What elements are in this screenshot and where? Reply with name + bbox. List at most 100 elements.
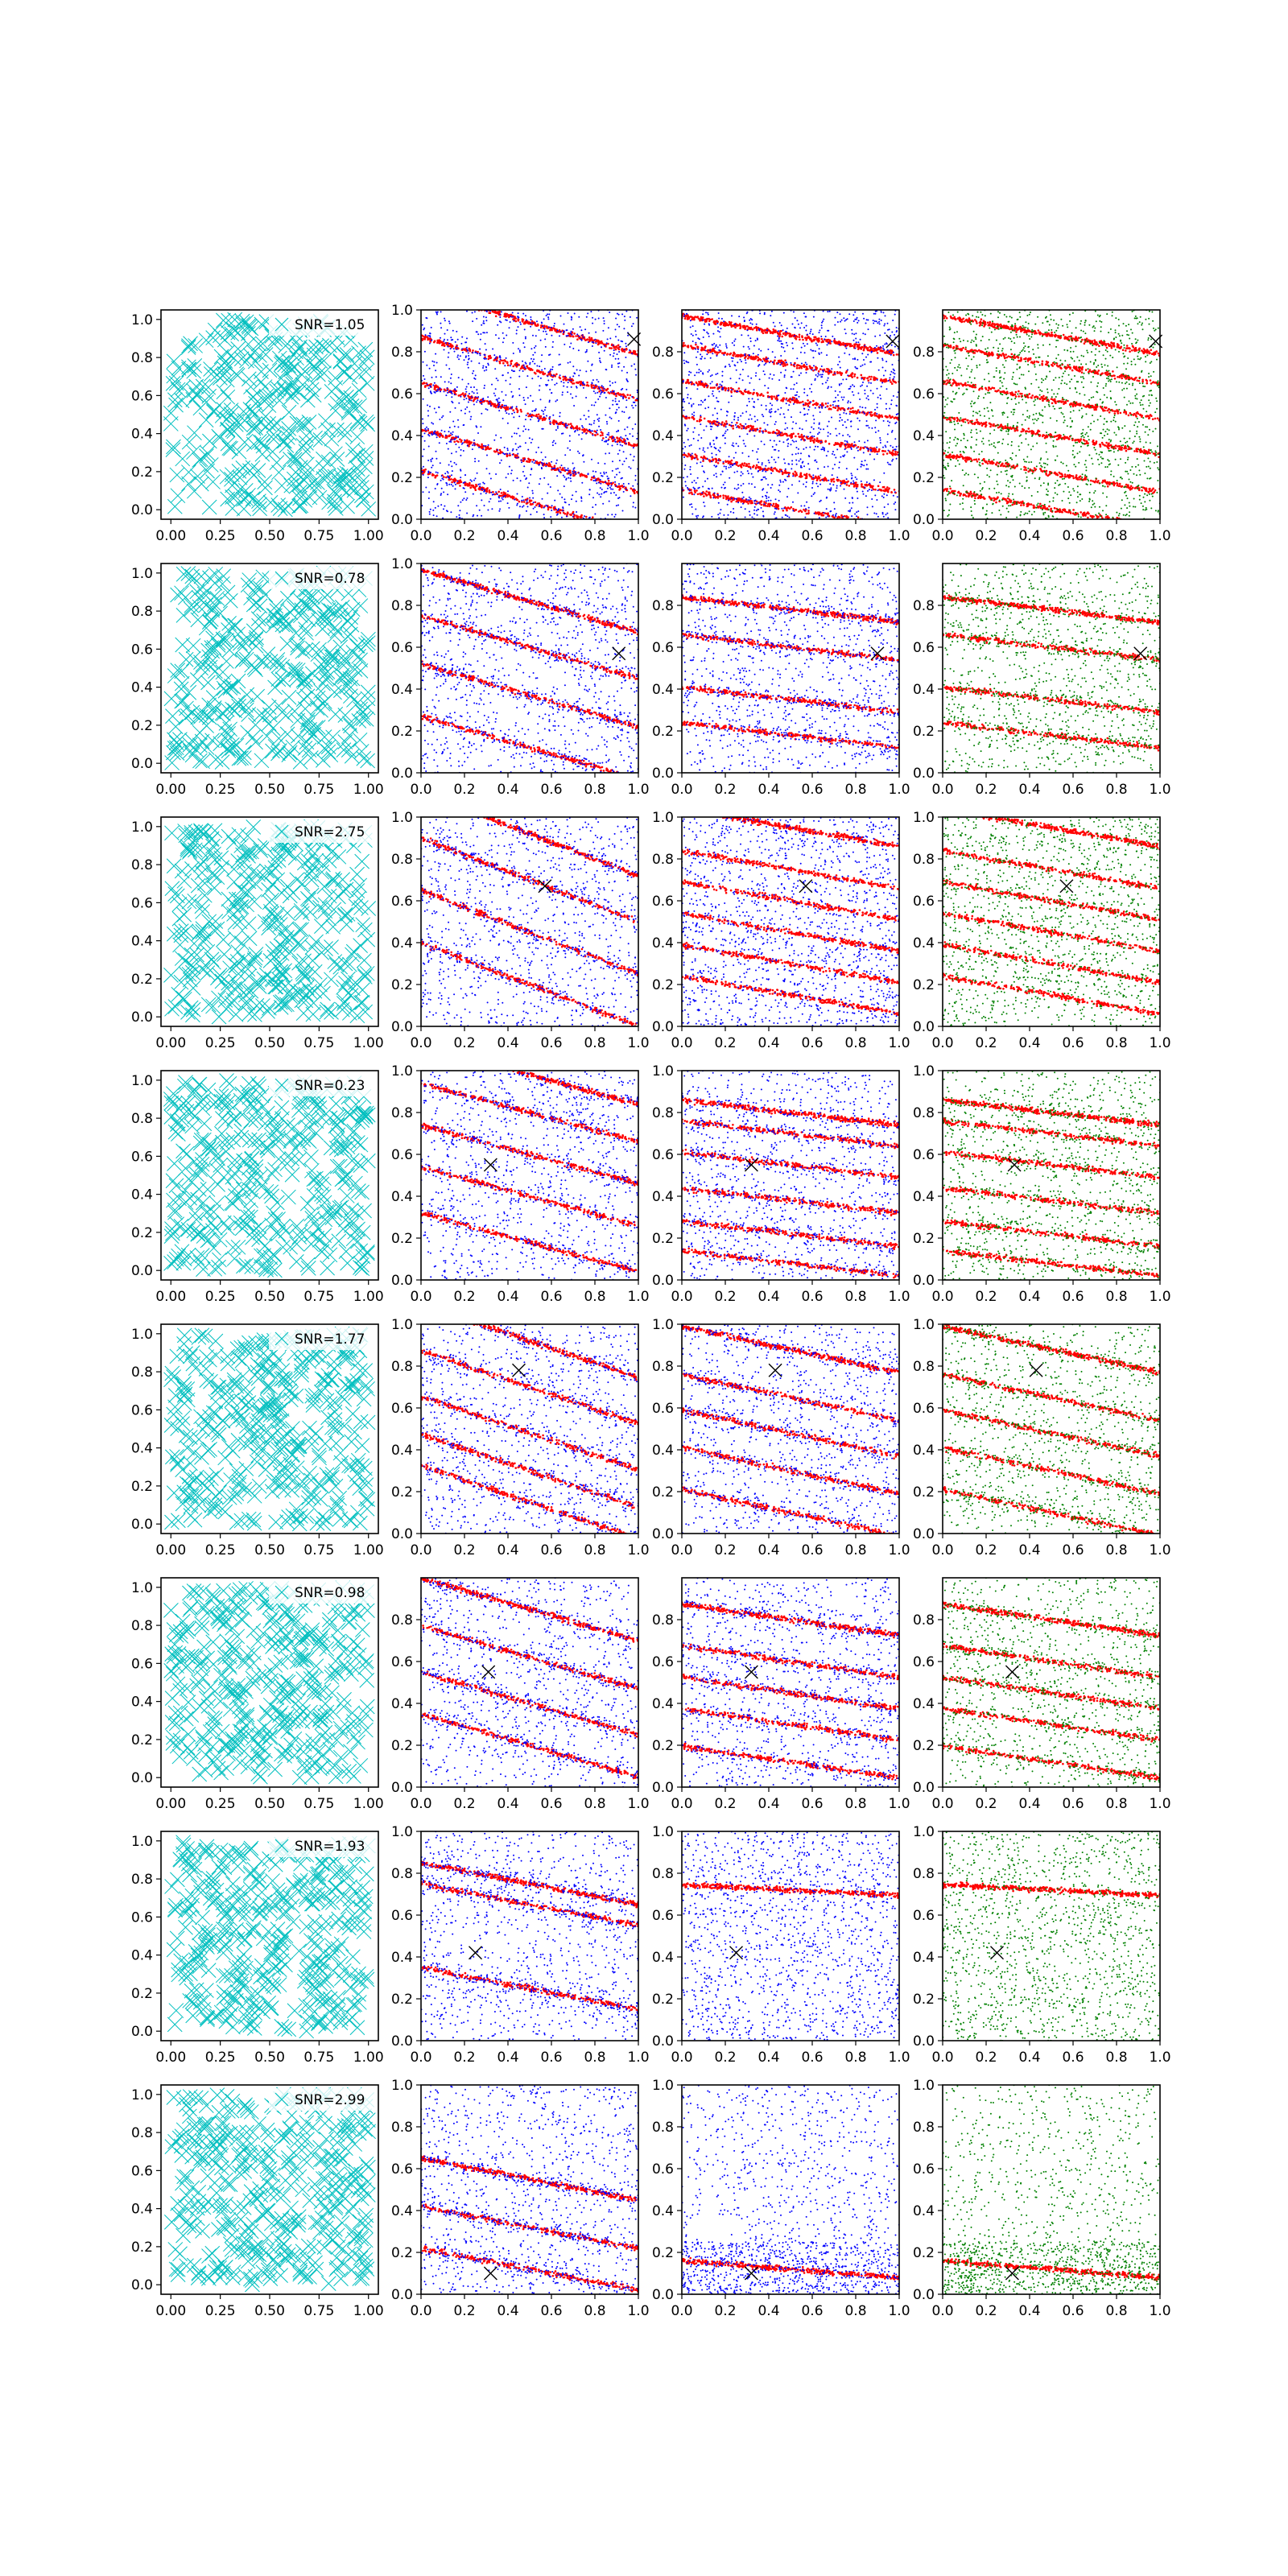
x-tick-label: 0.4 [1018, 1542, 1040, 1558]
x-tick-label: 0.8 [844, 2303, 866, 2319]
candidate-point [313, 2153, 328, 2167]
candidate-point [236, 1847, 250, 1861]
candidate-point [253, 1170, 267, 1184]
candidate-point [256, 570, 270, 584]
y-tick-label: 0.4 [652, 1443, 674, 1459]
candidate-point [167, 2091, 181, 2105]
candidate-point [250, 689, 265, 704]
y-tick-label: 0.8 [652, 345, 674, 361]
candidate-point [278, 1640, 292, 1654]
candidate-point [179, 711, 193, 725]
candidate-point [175, 693, 190, 708]
candidate-point [276, 434, 291, 448]
x-tick-label: 1.00 [353, 528, 384, 544]
x-tick-label: 0.00 [155, 1542, 186, 1558]
candidate-point [279, 2252, 294, 2267]
candidate-point [166, 745, 180, 760]
candidate-point [244, 1841, 258, 1856]
y-tick-label: 0.6 [131, 1909, 153, 1926]
candidate-point [238, 1342, 253, 1356]
y-tick-label: 0.0 [913, 512, 935, 528]
candidate-point [361, 1154, 375, 1168]
x-tick-label: 0.2 [975, 1542, 997, 1558]
x-tick-label: 0.6 [540, 1796, 562, 1812]
candidate-point [300, 1257, 315, 1272]
candidate-point [225, 2007, 239, 2021]
candidate-point [200, 2011, 215, 2025]
candidate-point [248, 354, 262, 369]
y-tick-label: 0.6 [652, 1147, 674, 1163]
candidate-point [234, 1612, 249, 1626]
x-tick-label: 0.25 [205, 1035, 236, 1051]
candidate-point [361, 685, 375, 700]
candidate-point [309, 1426, 324, 1441]
y-tick-label: 0.6 [391, 1147, 413, 1163]
candidate-point [183, 1993, 197, 2008]
candidate-point [328, 1758, 342, 1773]
x-tick-label: 0.8 [844, 1289, 866, 1305]
candidate-point [281, 2248, 295, 2262]
candidate-point [182, 1478, 196, 1492]
candidate-point [358, 2233, 373, 2248]
x-tick-label: 0.4 [758, 2050, 779, 2066]
candidate-point [191, 878, 205, 893]
candidate-point [193, 1162, 208, 1177]
y-tick-label: 0.0 [131, 1009, 153, 1026]
candidate-point [280, 727, 295, 741]
y-tick-label: 0.6 [391, 1654, 413, 1670]
subplot-r2-c3: 0.0 0.2 0.4 0.6 0.8 1.00.00.20.40.60.8 [652, 563, 910, 798]
candidate-point [329, 2183, 344, 2198]
y-tick-label: 0.8 [131, 1618, 153, 1634]
y-tick-label: 0.6 [391, 1401, 413, 1417]
y-tick-label: 0.2 [652, 2245, 674, 2261]
x-tick-label: 0.8 [584, 782, 605, 798]
x-tick-label: 0.4 [1018, 1796, 1040, 1812]
candidate-point [270, 1922, 285, 1936]
candidate-point [180, 1621, 194, 1636]
legend-label: SNR=2.99 [295, 2092, 365, 2108]
candidate-point [275, 672, 290, 687]
candidate-point [249, 663, 263, 677]
candidate-point [280, 591, 295, 605]
x-tick-label: 0.2 [714, 2050, 736, 2066]
axes-frame [682, 564, 899, 773]
y-tick-label: 0.4 [913, 1696, 935, 1712]
x-tick-label: 0.6 [540, 1289, 562, 1305]
candidate-point [299, 1998, 313, 2013]
x-tick-label: 0.2 [975, 2050, 997, 2066]
candidate-point [219, 1906, 233, 1921]
candidate-point [182, 435, 196, 449]
candidate-point [228, 931, 242, 945]
candidate-point [236, 652, 250, 667]
y-tick-label: 1.0 [391, 810, 413, 826]
candidate-point [324, 940, 339, 955]
y-tick-label: 0.6 [131, 1402, 153, 1418]
y-tick-label: 0.2 [131, 1225, 153, 1241]
candidate-point [303, 1150, 318, 1164]
candidate-point [219, 716, 233, 730]
candidate-point [200, 1651, 215, 1666]
candidate-point [353, 368, 367, 382]
candidate-point [294, 938, 308, 952]
candidate-point [249, 1583, 263, 1597]
subplot-r3-c2: 0.0 0.2 0.4 0.6 0.8 1.00.00.20.40.60.81.0 [391, 782, 650, 1051]
candidate-point [187, 1224, 201, 1238]
candidate-point [313, 432, 328, 447]
candidate-point [201, 1699, 216, 1713]
y-tick-label: 0.6 [652, 1908, 674, 1924]
x-tick-label: 0.8 [584, 1796, 605, 1812]
candidate-point [330, 1496, 345, 1510]
x-tick-label: 0.6 [801, 2303, 823, 2319]
y-tick-label: 0.4 [913, 1443, 935, 1459]
y-tick-label: 0.4 [913, 935, 935, 952]
y-tick-label: 0.4 [391, 935, 413, 952]
candidate-point [304, 888, 319, 902]
candidate-point [304, 729, 319, 743]
candidate-point [246, 468, 261, 482]
candidate-point [242, 917, 256, 931]
y-tick-label: 0.2 [131, 1986, 153, 2002]
y-tick-label: 1.0 [391, 1317, 413, 1333]
candidate-point [208, 323, 222, 337]
candidate-point [237, 1947, 251, 1962]
x-tick-label: 0.2 [975, 2303, 997, 2319]
